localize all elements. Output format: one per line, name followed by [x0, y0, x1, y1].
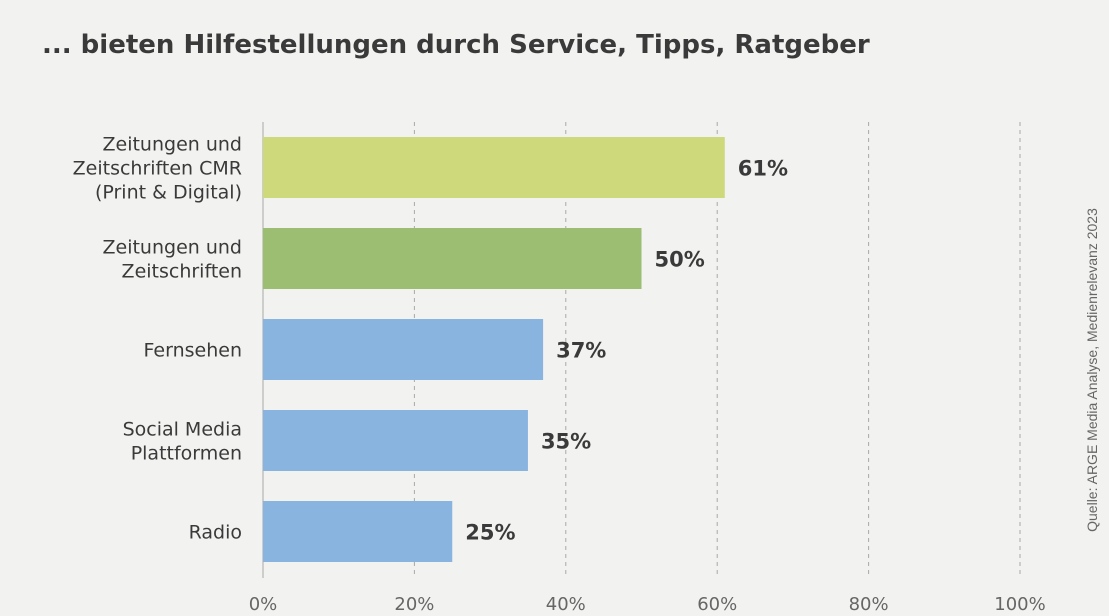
tick-layer: 0% 20% 40% 60% 80% 100%: [249, 594, 1046, 615]
x-tick-label: 40%: [546, 594, 586, 615]
category-label: (Print & Digital): [95, 182, 242, 204]
x-tick-label: 80%: [849, 594, 889, 615]
value-label: 37%: [556, 339, 606, 363]
bar-layer: [263, 137, 725, 562]
category-label: Zeitschriften CMR: [73, 158, 242, 180]
bar: [263, 228, 642, 289]
source-note: Quelle: ARGE Media Analyse, Medienreleva…: [1084, 208, 1100, 532]
bar: [263, 137, 725, 198]
value-label: 25%: [465, 521, 515, 545]
bar: [263, 501, 453, 562]
category-label: Plattformen: [131, 443, 242, 465]
chart-title: ... bieten Hilfestellungen durch Service…: [42, 30, 870, 60]
x-tick-label: 0%: [249, 594, 278, 615]
category-label: Zeitschriften: [122, 261, 242, 283]
x-tick-label: 100%: [994, 594, 1045, 615]
value-label: 35%: [541, 430, 591, 454]
category-label: Radio: [189, 522, 242, 544]
bar: [263, 319, 544, 380]
x-tick-label: 20%: [394, 594, 434, 615]
value-label: 61%: [738, 157, 788, 181]
category-label: Social Media: [123, 419, 242, 441]
x-tick-label: 60%: [697, 594, 737, 615]
category-label: Zeitungen und: [103, 134, 243, 156]
category-label: Fernsehen: [144, 340, 242, 362]
category-label: Zeitungen und: [103, 237, 243, 259]
bar: [263, 410, 528, 471]
value-label: 50%: [655, 248, 705, 272]
